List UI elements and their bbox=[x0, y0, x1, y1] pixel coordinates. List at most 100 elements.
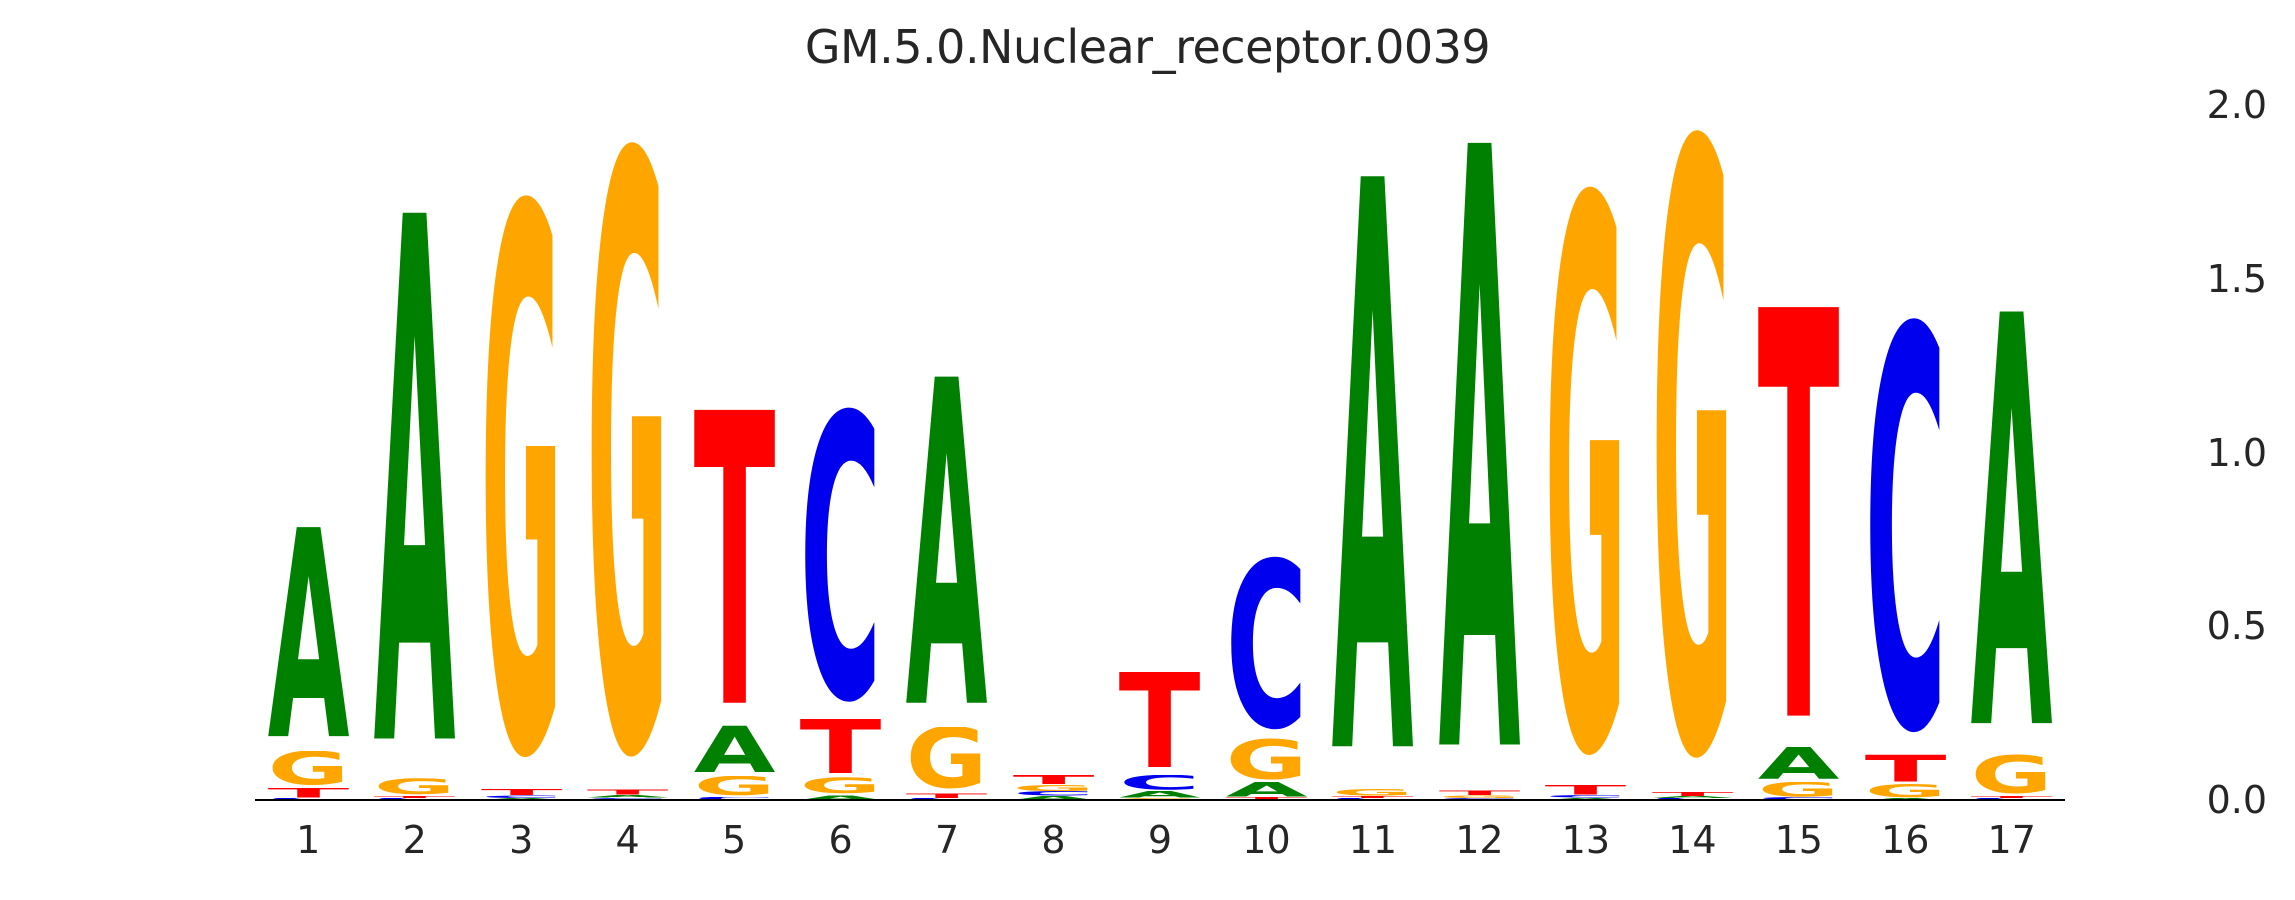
logo-letter-G: G bbox=[1330, 789, 1415, 796]
logo-letter-A: A bbox=[904, 369, 989, 727]
x-tick-label: 4 bbox=[615, 818, 640, 862]
x-tick-label: 5 bbox=[722, 818, 747, 862]
svg-text:T: T bbox=[1439, 790, 1522, 795]
svg-text:A: A bbox=[906, 369, 989, 727]
y-tick-label: 1.0 bbox=[2206, 430, 2267, 475]
logo-letter-A: A bbox=[1011, 796, 1096, 800]
logo-letter-C: C bbox=[1863, 316, 1948, 754]
svg-text:G: G bbox=[1119, 798, 1201, 800]
svg-text:C: C bbox=[587, 798, 669, 800]
svg-text:A: A bbox=[1226, 782, 1308, 798]
svg-text:A: A bbox=[1651, 796, 1733, 798]
svg-text:G: G bbox=[800, 777, 882, 794]
svg-text:A: A bbox=[800, 795, 882, 800]
svg-text:T: T bbox=[1119, 671, 1201, 775]
plot-area: CTGACTGAACTGCATGCGATAGTCCTGAACGTGACTTAGC… bbox=[255, 105, 2065, 800]
logo-letter-C: C bbox=[798, 407, 883, 718]
y-tick-label: 0.5 bbox=[2206, 604, 2267, 649]
svg-text:G: G bbox=[1439, 795, 1521, 798]
svg-text:A: A bbox=[1439, 129, 1522, 789]
svg-text:G: G bbox=[587, 139, 669, 789]
logo-stack: CATG bbox=[1650, 128, 1735, 800]
logo-letter-C: C bbox=[1437, 798, 1522, 800]
logo-letter-T: T bbox=[1756, 299, 1841, 747]
x-axis-line bbox=[255, 799, 2065, 801]
x-tick-label: 2 bbox=[402, 818, 427, 862]
svg-text:A: A bbox=[1013, 796, 1095, 800]
y-tick-label: 2.0 bbox=[2206, 83, 2267, 127]
svg-text:C: C bbox=[1758, 797, 1840, 800]
x-tick-label: 8 bbox=[1041, 818, 1066, 862]
logo-letter-G: G bbox=[1543, 184, 1628, 785]
svg-text:T: T bbox=[1651, 792, 1733, 796]
svg-text:A: A bbox=[1758, 747, 1840, 782]
logo-letter-T: T bbox=[1969, 796, 2054, 799]
logo-stack: CATG bbox=[585, 139, 670, 800]
svg-text:A: A bbox=[693, 725, 775, 775]
logo-letter-C: C bbox=[479, 795, 564, 798]
x-tick-label: 7 bbox=[934, 818, 960, 862]
logo-letter-T: T bbox=[692, 404, 777, 725]
svg-text:A: A bbox=[267, 522, 349, 751]
logo-letter-G: G bbox=[1011, 785, 1096, 791]
svg-text:T: T bbox=[1226, 797, 1308, 800]
logo-letter-C: C bbox=[1117, 775, 1202, 791]
logo-letter-G: G bbox=[1969, 754, 2054, 796]
svg-text:C: C bbox=[1226, 556, 1308, 738]
logo-letter-A: A bbox=[1756, 747, 1841, 782]
svg-text:G: G bbox=[267, 751, 349, 787]
x-tick-label: 13 bbox=[1561, 818, 1611, 862]
svg-text:G: G bbox=[906, 727, 988, 793]
logo-letter-G: G bbox=[372, 778, 457, 795]
logo-column: CGAT bbox=[1756, 105, 1841, 800]
logo-letter-T: T bbox=[1117, 671, 1202, 775]
logo-letter-C: C bbox=[1224, 556, 1309, 738]
logo-column: CATG bbox=[585, 105, 670, 800]
svg-text:G: G bbox=[1971, 754, 2053, 796]
logo-letter-T: T bbox=[1437, 790, 1522, 795]
logo-letter-G: G bbox=[585, 139, 670, 789]
logo-letter-A: A bbox=[1650, 796, 1735, 798]
svg-text:T: T bbox=[587, 789, 670, 795]
svg-text:C: C bbox=[693, 797, 775, 800]
y-tick-label: 1.5 bbox=[2206, 256, 2267, 301]
logo-letter-T: T bbox=[372, 796, 457, 799]
logo-letter-G: G bbox=[479, 194, 564, 788]
logo-letter-G: G bbox=[1117, 798, 1202, 800]
x-tick-label: 6 bbox=[828, 818, 853, 862]
svg-text:C: C bbox=[1864, 316, 1946, 754]
svg-text:G: G bbox=[1545, 184, 1627, 785]
svg-text:A: A bbox=[1545, 798, 1627, 800]
svg-text:C: C bbox=[800, 407, 882, 718]
x-tick-label: 16 bbox=[1881, 818, 1930, 862]
x-tick-label: 3 bbox=[509, 818, 534, 862]
svg-text:T: T bbox=[267, 788, 349, 798]
logo-letter-G: G bbox=[1756, 782, 1841, 798]
logo-letter-T: T bbox=[266, 788, 351, 798]
logo-letter-A: A bbox=[1543, 798, 1628, 800]
logo-letter-G: G bbox=[1650, 128, 1735, 792]
logo-stack: CGAT bbox=[692, 404, 777, 800]
svg-text:T: T bbox=[800, 718, 882, 777]
x-axis-ticks: 1 2 3 4 5 6 7 8 9 10 11 12 13 14 15 16 17 bbox=[255, 818, 2065, 890]
x-tick-label: 12 bbox=[1455, 818, 1504, 862]
svg-text:G: G bbox=[1226, 738, 1308, 781]
logo-letter-C: C bbox=[692, 797, 777, 800]
logo-column: CGAT bbox=[692, 105, 777, 800]
logo-letter-A: A bbox=[1863, 798, 1948, 800]
svg-text:C: C bbox=[1013, 791, 1095, 796]
logo-letter-T: T bbox=[1224, 797, 1309, 800]
svg-text:G: G bbox=[480, 194, 562, 788]
svg-text:T: T bbox=[1864, 754, 1946, 784]
svg-text:G: G bbox=[1013, 785, 1095, 791]
